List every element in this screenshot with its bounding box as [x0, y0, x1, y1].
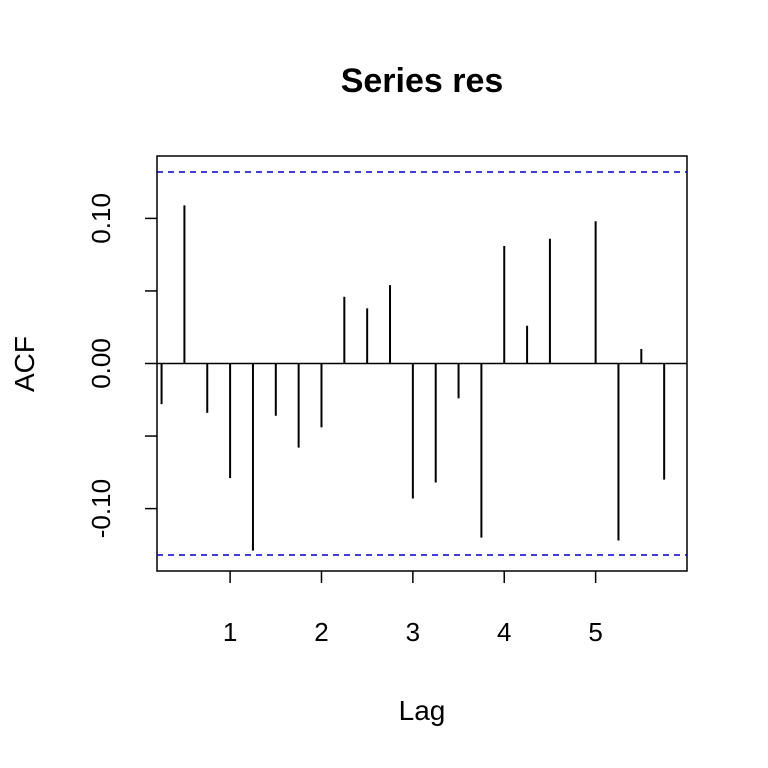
y-tick-label: -0.10: [86, 479, 116, 538]
y-tick-label: 0.10: [86, 193, 116, 244]
x-axis-label: Lag: [399, 695, 446, 726]
chart-title: Series res: [341, 62, 504, 100]
x-tick-label: 3: [406, 617, 420, 647]
confidence-bounds: [157, 171, 687, 556]
acf-bars: [160, 205, 666, 551]
x-axis: 1 2 3 4 5: [223, 571, 603, 647]
y-axis: -0.10 0.00 0.10: [86, 193, 157, 538]
x-tick-label: 4: [497, 617, 511, 647]
y-axis-label: ACF: [9, 336, 40, 392]
x-tick-label: 1: [223, 617, 237, 647]
x-tick-label: 5: [588, 617, 602, 647]
x-tick-label: 2: [314, 617, 328, 647]
y-tick-label: 0.00: [86, 338, 116, 389]
